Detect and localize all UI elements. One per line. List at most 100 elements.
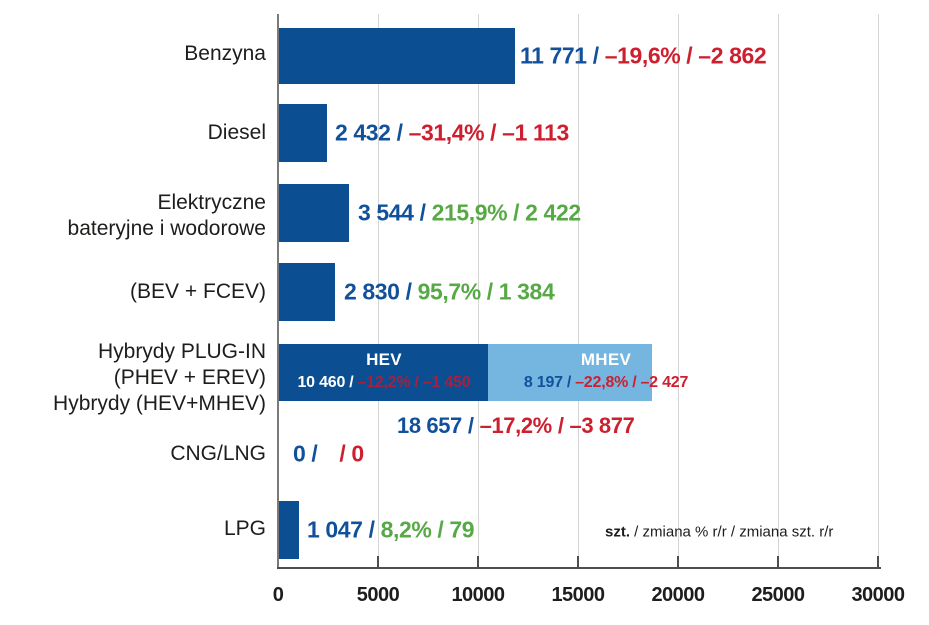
bar-elektryczne [278,184,350,242]
separator: / [632,374,637,391]
tick-label: 0 [272,584,284,606]
category-label-cng-lng: CNG/LNG [170,442,266,465]
value: 18 657 [397,413,462,438]
value: 1 047 [307,516,363,543]
bar-bev-fcev [278,263,335,321]
tick-label: 25000 [751,584,805,606]
category-label-lpg: LPG [223,517,266,540]
y-axis-line [277,14,279,568]
tick-mark-15000 [577,556,579,568]
change-pct: –31,4% [408,119,485,146]
mhev-value: 8 197 [523,374,563,391]
separator: / [686,42,693,69]
annotation-lpg: 1 047/8,2%/79 [307,516,475,544]
change-abs: 1 384 [498,278,555,305]
value: 0 [293,440,306,467]
tick-mark-30000 [877,556,879,568]
mhev-change-abs: –2 427 [640,374,689,391]
value: 3 544 [358,199,414,226]
separator: / [339,440,346,467]
separator: / [592,42,599,69]
separator: / [405,278,412,305]
bar-segment-hev [278,344,488,401]
hev-change-pct: –12,2% [357,374,411,391]
separator: / [490,119,497,146]
hev-segment-name: HEV [366,350,402,369]
annotation-diesel: 2 432/–31,4% / –1 113 [335,120,569,147]
legend-rest: / zmiana % r/r / zmiana szt. r/r [630,523,834,541]
separator: / [437,516,444,543]
annotation-bev-fcev: 2 830/95,7%/1 384 [344,278,555,306]
separator: / [368,516,375,543]
tick-label: 30000 [851,584,905,606]
category-label-line: Hybrydy PLUG-IN [97,340,266,363]
value: 2 432 [335,119,391,146]
separator: / [557,413,564,438]
gridline-15000 [578,14,579,567]
tick-label: 20000 [651,584,705,606]
hev-segment-values: 10 460/–12,2% / –1 450 [282,370,486,395]
category-label-line: bateryjne i wodorowe [67,217,266,240]
bar-lpg [278,501,299,559]
annotation-benzyna: 11 771/–19,6% / –2 862 [520,42,767,70]
bar-diesel [278,104,327,162]
tick-mark-5000 [377,556,379,568]
separator: / [513,199,520,226]
hev-inbar-annotation: HEV 10 460/–12,2% / –1 450 [282,349,486,395]
legend-format-note: szt. / zmiana % r/r / zmiana szt. r/r [605,524,833,541]
separator: / [467,413,474,438]
category-label-benzyna: Benzyna [184,42,266,65]
gridline-5000 [378,14,379,567]
separator: / [566,374,572,391]
change-abs: –3 877 [569,413,635,438]
gridline-25000 [778,14,779,567]
mhev-segment-values: 8 197/–22,8% / –2 427 [511,370,701,395]
tick-label: 10000 [451,584,505,606]
change-pct: –19,6% [604,42,681,69]
separator: / [414,374,419,391]
bar-segment-mhev [487,344,652,401]
change-abs: 2 422 [525,199,581,226]
mhev-change-pct: –22,8% [575,374,629,391]
tick-label: 15000 [551,584,605,606]
gridline-30000 [878,14,879,567]
category-label-hybrydy: Hybrydy PLUG-IN (PHEV + EREV) Hybrydy (H… [0,339,266,417]
bar-benzyna [278,28,515,84]
mhev-segment-name: MHEV [580,350,632,369]
legend-unit: szt. [605,523,631,541]
tick-mark-25000 [777,556,779,568]
change-pct: 95,7% [417,278,482,305]
change-pct: 8,2% [380,516,432,543]
mhev-inbar-annotation: MHEV 8 197/–22,8% / –2 427 [511,349,701,395]
hev-value: 10 460 [297,374,346,391]
change-pct: 215,9% [431,199,508,226]
change-abs: –1 113 [502,119,569,146]
value: 2 830 [344,278,400,305]
separator: / [311,440,318,467]
gridline-10000 [478,14,479,567]
change-abs: 0 [351,440,364,467]
separator: / [486,278,493,305]
separator: / [419,199,426,226]
separator: / [396,119,403,146]
change-pct: –17,2% [479,413,553,438]
category-label-line: Hybrydy (HEV+MHEV) [53,392,266,415]
annotation-cng-lng: 0//0 [293,441,364,468]
change-abs: –2 862 [698,42,767,69]
x-axis-line [277,567,881,569]
value: 11 771 [520,42,587,69]
tick-label: 5000 [356,584,400,606]
category-label-diesel: Diesel [207,121,266,144]
hev-change-abs: –1 450 [422,374,471,391]
tick-mark-20000 [677,556,679,568]
annotation-elektryczne: 3 544/215,9%/2 422 [358,200,581,227]
change-abs: 79 [449,516,475,543]
gridline-20000 [678,14,679,567]
category-label-line: (PHEV + EREV) [113,366,266,389]
category-label-elektryczne: Elektryczne bateryjne i wodorowe [0,190,266,242]
category-label-line: Elektryczne [157,191,266,214]
category-label-bev-fcev: (BEV + FCEV) [130,280,266,303]
bar-hybrydy-stacked: HEV 10 460/–12,2% / –1 450 MHEV 8 197/–22,… [278,344,688,401]
annotation-hybrydy-total: 18 657/–17,2% / –3 877 [397,413,635,439]
